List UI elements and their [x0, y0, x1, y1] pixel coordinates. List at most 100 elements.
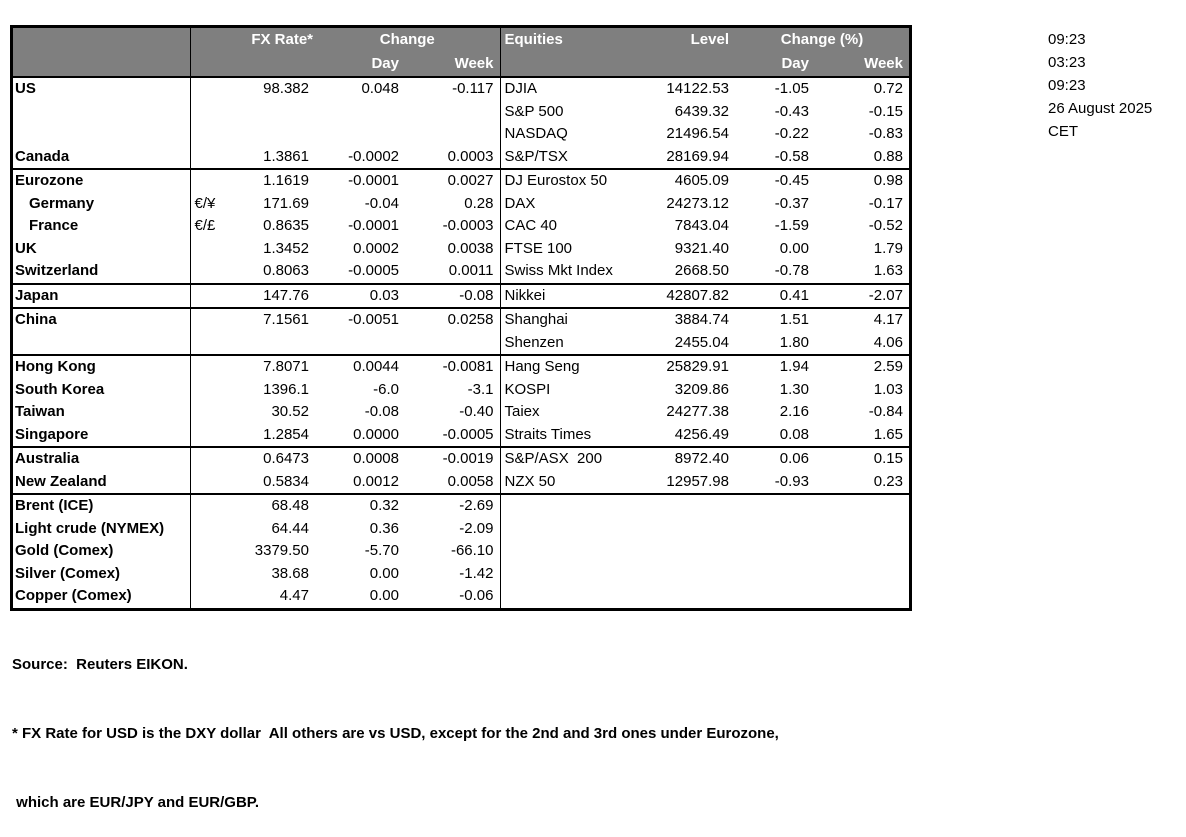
equity-week-change-cell [815, 518, 909, 541]
equity-name-cell [500, 585, 653, 608]
equity-week-change-cell [815, 563, 909, 586]
equity-day-header: Day [735, 52, 815, 77]
equity-level-cell: 9321.40 [674, 239, 729, 257]
equity-week-change-cell: 0.98 [815, 168, 909, 193]
equity-name-cell [500, 563, 653, 586]
level-header: Level [653, 28, 735, 52]
fx-rate-cell: 1.2854 [263, 425, 309, 443]
timestamp-block: 09:23 03:23 09:23 26 August 2025 CET [1048, 28, 1152, 143]
equity-name-cell [500, 540, 653, 563]
fx-country-cell: Silver (Comex) [13, 562, 191, 585]
table-header: FX Rate* Change Equities Level Change (%… [13, 28, 909, 77]
header-empty-corner [13, 28, 191, 52]
source-note: Source: Reuters EIKON. [12, 656, 188, 673]
table-row: Japan 147.76 0.03 -0.08 Nikkei 42807.82 0.41 -2… [13, 282, 909, 308]
fx-week-change-cell: 0.0003 [405, 145, 501, 169]
fx-week-change-cell: -0.117 [405, 77, 501, 101]
equity-name-cell: DJIA [504, 80, 538, 97]
fx-country-cell: Germany [13, 192, 191, 215]
fx-week-change-cell: -66.10 [405, 540, 501, 563]
equity-level-cell: 3884.74 [653, 307, 735, 332]
equity-day-change-cell: 0.00 [779, 239, 809, 257]
fx-week-change-cell: -1.42 [405, 562, 501, 585]
equities-header: Equities [500, 28, 653, 52]
equity-level-cell: 21496.54 [666, 125, 729, 142]
table-row: Germany €/¥ 171.69 -0.04 0.28 DAX 24273.12 -0.3… [13, 192, 909, 215]
equity-day-change-cell [735, 540, 815, 563]
fx-day-change-cell: -0.0002 [348, 147, 399, 165]
equity-day-change-cell: -1.59 [774, 217, 809, 234]
fx-day-change-cell: 0.03 [315, 282, 405, 308]
fx-week-change-cell: -2.09 [405, 517, 501, 540]
fx-country-cell: Japan [13, 282, 191, 308]
fx-pair-cell [190, 146, 220, 170]
fx-country-cell: New Zealand [13, 470, 191, 494]
equity-week-header: Week [815, 52, 909, 77]
equity-week-change-cell: 2.59 [815, 354, 909, 379]
fx-rate-cell [220, 101, 315, 124]
equity-level-cell: 24277.38 [666, 403, 729, 420]
table-row: France €/£ 0.8635 -0.0001 -0.0003 CAC 40 7843.… [13, 215, 909, 238]
table-row: S&P 500 6439.32 -0.43 -0.15 [13, 100, 909, 124]
equity-level-cell: 6439.32 [674, 102, 729, 120]
equity-level-cell: 7843.04 [674, 217, 729, 234]
fx-week-change-cell: -0.40 [405, 401, 501, 424]
table-row: Australia 0.6473 0.0008 -0.0019 S&P/ASX 200 8… [13, 446, 909, 471]
table-row: South Korea 1396.1 -6.0 -3.1 KOSPI 3209.86 1.3… [13, 378, 909, 401]
header-row-2: Day Week Day Week [13, 52, 909, 77]
equity-day-change-cell: -0.45 [735, 168, 815, 193]
equity-name-cell: Straits Times [504, 425, 592, 443]
fx-week-change-cell: 0.0011 [405, 260, 501, 284]
fx-day-change-cell: 0.32 [315, 493, 405, 518]
equity-week-change-cell: 0.88 [873, 147, 903, 165]
fx-pair-cell [190, 424, 220, 448]
fx-day-change-cell: -5.70 [364, 542, 399, 559]
fx-country-cell: UK [13, 237, 191, 260]
equity-week-change-cell: -0.52 [868, 217, 903, 234]
fx-country-cell: Hong Kong [13, 354, 191, 379]
equity-name-cell [500, 493, 653, 518]
fx-rate-cell: 0.5834 [263, 472, 309, 490]
equity-week-change-cell: -0.83 [868, 125, 903, 142]
fx-pair-cell [190, 518, 220, 541]
fx-week-change-cell: -0.06 [405, 585, 501, 608]
equity-level-cell: 2668.50 [674, 262, 729, 279]
fx-day-change-cell: 0.0012 [353, 472, 399, 490]
fx-and-equities-table: FX Rate* Change Equities Level Change (%… [13, 28, 909, 608]
equity-level-cell [653, 585, 735, 608]
fx-rate-cell: 4.47 [279, 587, 309, 604]
fx-week-change-cell: -0.08 [405, 282, 501, 308]
equity-day-change-cell [735, 563, 815, 586]
fx-day-change-cell: -6.0 [373, 380, 399, 398]
equity-name-cell [500, 518, 653, 541]
fx-country-cell: Light crude (NYMEX) [13, 517, 191, 540]
equity-level-cell [653, 493, 735, 518]
fx-week-change-cell: -2.69 [405, 493, 501, 518]
header-row-1: FX Rate* Change Equities Level Change (%… [13, 28, 909, 52]
fx-rate-cell: 38.68 [271, 564, 309, 582]
fx-day-change-cell: 0.0044 [315, 354, 405, 379]
equity-week-change-cell: 4.06 [873, 333, 903, 351]
equity-level-cell: 24273.12 [666, 194, 729, 212]
equity-name-cell: CAC 40 [504, 217, 558, 234]
table-row: Taiwan 30.52 -0.08 -0.40 Taiex 24277.38 2.16 -0… [13, 401, 909, 424]
equity-day-change-cell: 2.16 [779, 403, 809, 420]
fx-rate-cell: 1.1619 [220, 168, 315, 193]
fx-country-cell: France [13, 215, 191, 238]
equity-name-cell: NASDAQ [504, 125, 568, 142]
fx-pair-cell [190, 493, 220, 518]
equity-level-cell: 14122.53 [666, 80, 729, 97]
fx-day-change-cell: -0.0051 [315, 307, 405, 332]
timestamp-line: 09:23 [1048, 77, 1086, 94]
fx-pair-cell [190, 540, 220, 563]
fx-day-change-cell: -0.0005 [348, 262, 399, 279]
timestamp-line: 03:23 [1048, 54, 1086, 71]
fx-country-cell [13, 331, 191, 355]
fx-rate-cell: 7.1561 [220, 307, 315, 332]
header-empty-pair [190, 28, 220, 52]
fx-pair-cell [190, 307, 220, 332]
fx-week-change-cell: 0.28 [405, 192, 501, 215]
fx-day-header: Day [315, 52, 405, 77]
table-body: US 98.382 0.048 -0.117 DJIA 14122.53 -1.05 0.72… [13, 77, 909, 608]
equity-day-change-cell: 0.41 [735, 282, 815, 308]
